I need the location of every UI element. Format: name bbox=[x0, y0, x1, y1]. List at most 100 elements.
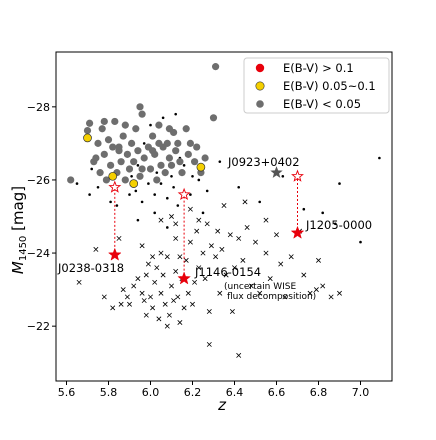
yellow-circle-point bbox=[129, 179, 139, 188]
black-dot-point bbox=[142, 142, 146, 145]
yellow-circle-point bbox=[196, 162, 206, 172]
y-axis-label-unit: [mag] bbox=[9, 186, 27, 236]
gray-circle-point bbox=[136, 103, 144, 111]
gray-circle-point bbox=[157, 161, 165, 169]
gray-circle-point bbox=[193, 143, 201, 151]
cross-point bbox=[158, 217, 164, 223]
black-dot-point bbox=[334, 222, 337, 226]
gray-circle-point bbox=[132, 125, 140, 133]
gray-circle-point bbox=[130, 158, 138, 166]
points-layer bbox=[67, 63, 381, 358]
cross-point bbox=[202, 276, 208, 282]
y-tick-label: −24 bbox=[27, 247, 50, 260]
cross-point bbox=[93, 246, 99, 252]
cross-point bbox=[131, 283, 137, 289]
gray-circle-point bbox=[83, 126, 92, 135]
label-j0923: J0923+0402 bbox=[227, 155, 300, 169]
cross-point bbox=[229, 309, 235, 315]
cross-point bbox=[215, 228, 221, 234]
observed-star-marker bbox=[177, 271, 191, 285]
legend: E(B-V) > 0.1 E(B-V) 0.05~0.1 E(B-V) < 0.… bbox=[243, 57, 390, 114]
gray-circle-point bbox=[134, 147, 142, 155]
black-dot-point bbox=[161, 116, 165, 120]
gray-circle-point bbox=[178, 169, 186, 177]
y-tick-label: −26 bbox=[27, 174, 50, 187]
black-dot-point bbox=[134, 189, 138, 193]
cross-point bbox=[169, 283, 174, 289]
cross-point bbox=[164, 323, 170, 329]
y-axis-label: M1450 [mag] bbox=[9, 186, 29, 274]
cross-point bbox=[154, 265, 160, 271]
black-dot-point bbox=[281, 174, 285, 178]
y-axis-label-sub: 1450 bbox=[18, 236, 29, 261]
cross-point bbox=[316, 257, 321, 263]
gray-circle-point bbox=[138, 110, 146, 118]
gray-circle-point bbox=[121, 176, 129, 184]
cross-point bbox=[141, 298, 147, 304]
cross-point bbox=[213, 254, 219, 260]
gray-circle-point bbox=[176, 158, 184, 166]
black-dot-point bbox=[218, 160, 222, 163]
gray-circle-point bbox=[174, 139, 182, 147]
cross-point bbox=[196, 217, 202, 223]
cross-point bbox=[301, 272, 307, 278]
cross-point bbox=[232, 265, 237, 271]
cross-point bbox=[110, 305, 116, 311]
legend-label-gray: E(B-V) < 0.05 bbox=[283, 97, 361, 111]
cross-point bbox=[187, 206, 193, 212]
cross-point bbox=[236, 352, 242, 358]
gray-circle-point bbox=[172, 147, 180, 155]
cross-point bbox=[206, 341, 212, 347]
gray-circle-point bbox=[98, 125, 106, 133]
cross-point bbox=[267, 276, 273, 282]
cross-point bbox=[313, 287, 319, 293]
cross-point bbox=[217, 290, 223, 296]
corrected-star-marker bbox=[291, 169, 304, 182]
cross-point bbox=[206, 309, 212, 315]
cross-point bbox=[227, 232, 233, 238]
gray-circle-point bbox=[119, 132, 127, 140]
gray-circle-point bbox=[121, 121, 129, 129]
cross-point bbox=[183, 257, 189, 263]
x-tick-label: 6.2 bbox=[184, 386, 202, 399]
gray-circle-point bbox=[165, 125, 173, 133]
cross-point bbox=[173, 221, 179, 227]
cross-point bbox=[150, 254, 156, 260]
cross-point bbox=[328, 294, 334, 300]
cross-point bbox=[76, 279, 82, 285]
black-dot-point bbox=[155, 171, 159, 174]
y-tick-label: −28 bbox=[27, 101, 50, 114]
black-dot-point bbox=[182, 164, 186, 167]
cross-point bbox=[320, 283, 326, 289]
cross-point bbox=[177, 254, 183, 260]
gray-circle-point bbox=[184, 150, 192, 158]
gray-circle-point bbox=[182, 125, 190, 133]
cross-point bbox=[278, 261, 284, 267]
cross-point bbox=[156, 316, 162, 322]
observed-star-marker bbox=[290, 225, 305, 239]
gray-circle-point bbox=[136, 172, 144, 180]
legend-marker-gray bbox=[256, 100, 264, 108]
gray-circle-point bbox=[153, 176, 161, 184]
cross-point bbox=[307, 290, 313, 296]
cross-point bbox=[101, 294, 107, 300]
gray-circle-point bbox=[149, 132, 157, 140]
x-axis-label: z bbox=[217, 396, 227, 414]
black-dot-point bbox=[258, 200, 262, 204]
cross-point bbox=[263, 250, 269, 256]
black-dot-point bbox=[159, 182, 163, 185]
cross-point bbox=[127, 301, 132, 307]
cross-point bbox=[135, 276, 141, 282]
cross-point bbox=[164, 254, 170, 260]
black-dot-point bbox=[140, 200, 144, 204]
gray-circle-point bbox=[191, 158, 199, 166]
gray-circle-point bbox=[163, 139, 171, 147]
cross-point bbox=[253, 239, 258, 245]
note-j1146-line1: (uncertain WISE bbox=[224, 282, 296, 292]
gray-circle-point bbox=[117, 158, 125, 166]
black-dot-point bbox=[153, 193, 156, 196]
cross-point bbox=[200, 250, 206, 256]
cross-point bbox=[148, 294, 153, 300]
